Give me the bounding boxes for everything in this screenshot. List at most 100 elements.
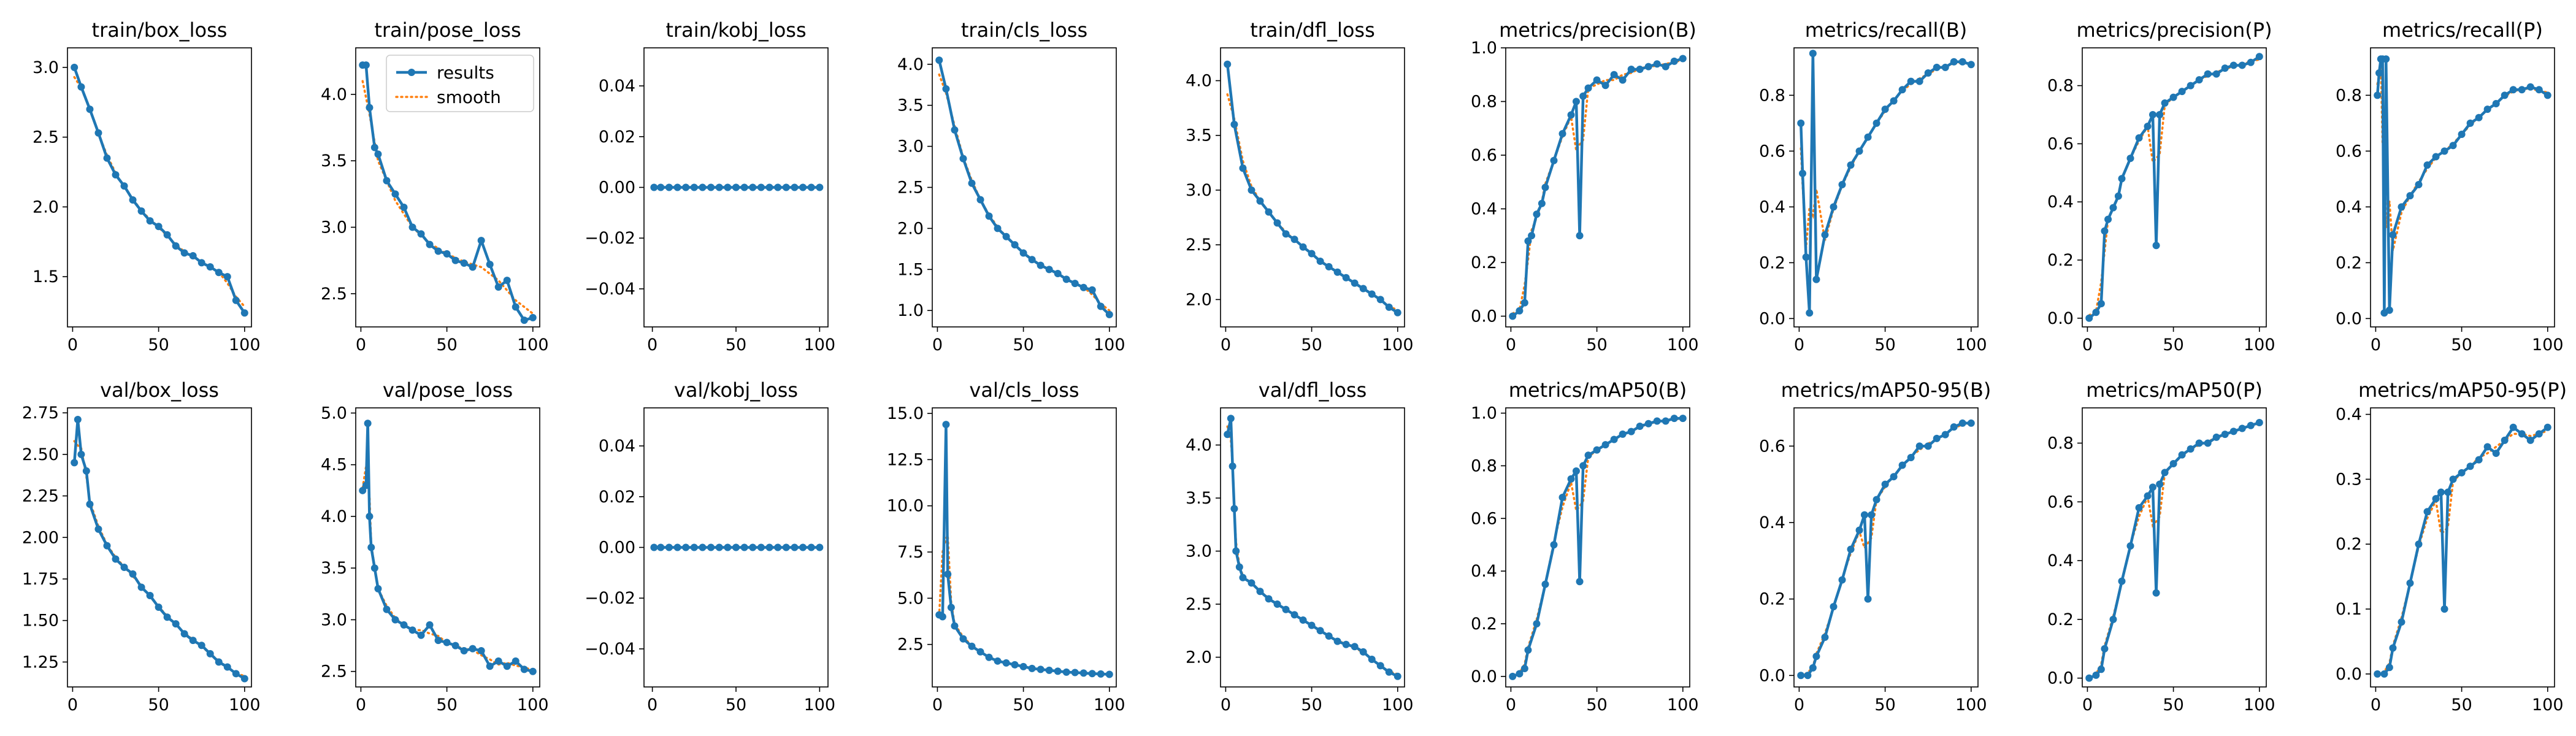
y-tick-label: 3.0 [321,218,347,237]
y-tick-label: 0.00 [599,539,635,558]
data-point [985,653,993,661]
data-point [1821,633,1829,641]
y-tick-label: 1.75 [22,570,59,589]
y-tick-label: 1.0 [1471,404,1497,423]
subplot-title: val/cls_loss [969,378,1079,402]
data-point [2458,469,2466,477]
data-point [665,543,673,551]
data-point [959,155,967,163]
subplot-0: train/box_loss 0 50 100 1.5 2.0 2.5 3.0 [33,18,261,355]
data-point [2187,445,2195,453]
y-tick-label: 0.6 [1471,146,1497,165]
data-point [2247,58,2255,66]
data-point [1028,664,1036,672]
data-point [137,207,145,215]
axes-frame [643,47,829,328]
y-tick-label: 0.2 [1471,253,1497,272]
data-point [1054,270,1062,278]
data-point [938,613,946,621]
legend-results-marker [408,69,415,76]
data-point [2449,475,2457,483]
x-tick-label: 100 [1382,696,1414,715]
data-point [206,650,214,657]
x-tick-label: 0 [932,696,943,715]
y-tick-label: 0.2 [2047,251,2074,270]
data-point [1290,236,1298,243]
data-point [391,190,399,198]
subplot-title: train/kobj_loss [665,18,806,42]
x-tick-label: 50 [1586,335,1607,355]
y-tick-label: 0.4 [1759,197,1785,217]
data-point [1576,232,1584,240]
data-point [1806,309,1814,317]
x-tick-label: 50 [726,335,746,355]
data-point [82,467,90,475]
data-point [951,622,959,630]
data-point [2380,670,2388,678]
data-point [1316,627,1324,635]
data-point [2212,433,2220,441]
data-point [2097,300,2105,308]
data-point [1958,58,1966,66]
y-tick-label: 0.4 [2047,551,2074,570]
data-point [2432,495,2440,503]
data-point [1079,669,1087,677]
data-point [1860,511,1868,519]
subplot-8: metrics/recall(P) 0 50 100 0.0 0.2 0.4 0.6 0.8 [2336,18,2564,355]
data-point [1636,66,1644,73]
data-point [2423,161,2431,169]
y-tick-label: 0.3 [2336,470,2362,489]
data-point [1967,61,1975,69]
data-point [74,415,82,423]
data-point [232,296,240,304]
data-point [1376,662,1384,670]
x-tick-label: 100 [1094,335,1125,355]
data-point [1847,545,1855,553]
y-tick-label: 0.2 [1759,590,1785,609]
x-tick-label: 50 [1301,696,1322,715]
y-tick-label: 2.0 [33,197,59,217]
data-point [2212,70,2220,78]
y-tick-label: 0.0 [2047,309,2074,328]
data-point [2247,421,2255,429]
data-point [2475,113,2483,121]
data-point [1941,63,1949,71]
data-point [2149,111,2156,119]
data-point [1915,77,1923,85]
data-point [1670,415,1678,423]
data-point [2149,483,2156,491]
data-point [2543,91,2551,99]
data-point [1797,119,1805,127]
data-point [477,647,485,655]
data-point [408,626,416,634]
x-tick-label: 50 [436,696,457,715]
data-point [1967,419,1975,427]
data-point [1342,640,1350,648]
data-point [799,183,807,191]
data-point [1028,256,1036,264]
data-point [2374,91,2382,99]
x-tick-label: 100 [2532,696,2564,715]
data-point [370,564,378,572]
data-point [774,543,782,551]
axes-frame [1220,47,1405,328]
data-point [155,223,163,231]
data-point [2466,462,2474,470]
subplot-14: metrics/mAP50(B) 0 50 100 0.0 0.2 0.4 0.6 0.8 1.0 [1471,378,1699,715]
data-point [807,183,815,191]
data-point [2444,488,2452,496]
x-tick-label: 0 [356,335,366,355]
y-tick-label: 10.0 [887,497,924,516]
data-point [791,543,799,551]
x-tick-label: 0 [67,696,78,715]
legend-smooth-label: smooth [437,87,501,107]
subplot-title: val/kobj_loss [674,378,798,402]
data-point [749,183,757,191]
data-point [2144,122,2152,130]
data-point [400,204,408,211]
data-point [942,85,950,93]
data-point [146,217,154,225]
data-point [1359,285,1367,293]
data-point [2440,147,2448,155]
